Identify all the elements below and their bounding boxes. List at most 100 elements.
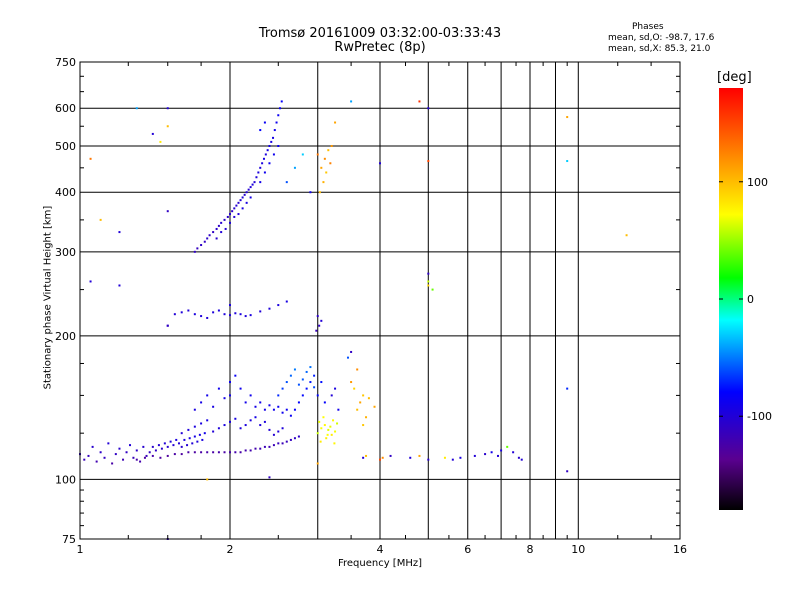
y-tick-label: 75 <box>62 533 76 546</box>
data-point <box>151 132 154 135</box>
data-point <box>259 424 262 427</box>
chart-subtitle: RwPretec (8p) <box>334 40 426 55</box>
data-point <box>135 458 138 461</box>
data-point <box>217 451 220 454</box>
data-point <box>379 162 381 165</box>
data-point <box>326 433 329 436</box>
data-point <box>139 460 142 463</box>
data-point <box>186 444 189 447</box>
data-point <box>264 153 267 156</box>
data-point <box>322 181 325 184</box>
data-point <box>496 454 499 457</box>
data-point <box>254 416 257 419</box>
data-point <box>261 162 264 165</box>
data-point <box>234 312 237 315</box>
data-point <box>187 451 190 454</box>
data-point <box>427 107 430 110</box>
data-point <box>272 408 275 411</box>
data-point <box>268 445 271 448</box>
data-point <box>244 315 247 318</box>
data-point <box>313 386 316 389</box>
data-point <box>217 309 220 312</box>
data-point <box>254 447 257 450</box>
data-point <box>223 397 226 400</box>
data-point <box>239 387 242 390</box>
data-point <box>362 456 365 459</box>
x-tick-label: 4 <box>377 543 384 556</box>
data-point <box>157 444 160 447</box>
x-tick-label: 2 <box>227 543 234 556</box>
data-point <box>180 453 183 456</box>
data-point <box>346 356 349 359</box>
data-point <box>323 157 326 160</box>
data-point <box>262 157 265 160</box>
data-point <box>148 451 151 454</box>
data-point <box>333 442 336 445</box>
data-point <box>132 456 135 459</box>
data-point <box>566 387 569 390</box>
data-point <box>206 237 209 240</box>
data-point <box>249 196 252 199</box>
data-point <box>270 140 273 143</box>
data-point <box>268 162 271 165</box>
data-point <box>166 454 169 457</box>
data-point <box>323 401 326 404</box>
data-point <box>259 401 262 404</box>
data-point <box>229 381 231 384</box>
data-point <box>327 428 330 431</box>
data-point <box>99 218 102 221</box>
data-point <box>268 144 271 147</box>
data-point <box>263 171 266 174</box>
data-point <box>277 405 280 408</box>
data-point <box>122 458 125 461</box>
data-point <box>201 438 204 441</box>
data-point <box>625 234 628 237</box>
data-point <box>520 458 523 461</box>
y-tick-label: 300 <box>55 246 76 259</box>
y-tick-label: 200 <box>55 330 76 343</box>
data-point <box>309 191 312 194</box>
data-point <box>280 100 283 103</box>
data-point <box>111 462 114 465</box>
data-point <box>330 394 333 397</box>
data-point <box>277 394 280 397</box>
data-point <box>365 454 368 457</box>
data-point <box>281 427 284 430</box>
x-tick-label: 6 <box>464 543 471 556</box>
data-point <box>166 445 169 448</box>
data-point <box>409 456 412 459</box>
data-point <box>337 408 340 411</box>
data-point <box>206 451 209 454</box>
data-point <box>356 408 359 411</box>
data-point <box>193 425 196 428</box>
data-point <box>187 428 190 431</box>
data-point <box>118 447 121 450</box>
data-point <box>200 422 203 425</box>
data-point <box>263 445 266 448</box>
data-point <box>229 451 231 454</box>
data-point <box>223 218 226 221</box>
data-point <box>229 221 231 224</box>
data-point <box>356 368 359 371</box>
data-point <box>301 394 304 397</box>
data-point <box>259 447 262 450</box>
data-point <box>285 408 288 411</box>
data-point <box>233 207 236 210</box>
data-point <box>263 121 266 124</box>
data-point <box>249 419 252 422</box>
x-tick-label: 16 <box>673 543 687 556</box>
data-point <box>212 311 215 314</box>
data-point <box>233 215 236 218</box>
data-point <box>297 435 300 438</box>
y-tick-label: 500 <box>55 140 76 153</box>
data-point <box>243 193 246 196</box>
data-point <box>443 456 446 459</box>
data-point <box>293 437 296 440</box>
data-point <box>305 370 308 373</box>
data-point <box>83 458 86 461</box>
data-point <box>373 405 376 408</box>
data-point <box>320 381 323 384</box>
data-point <box>241 196 244 199</box>
data-point <box>329 425 332 428</box>
data-point <box>418 454 421 457</box>
